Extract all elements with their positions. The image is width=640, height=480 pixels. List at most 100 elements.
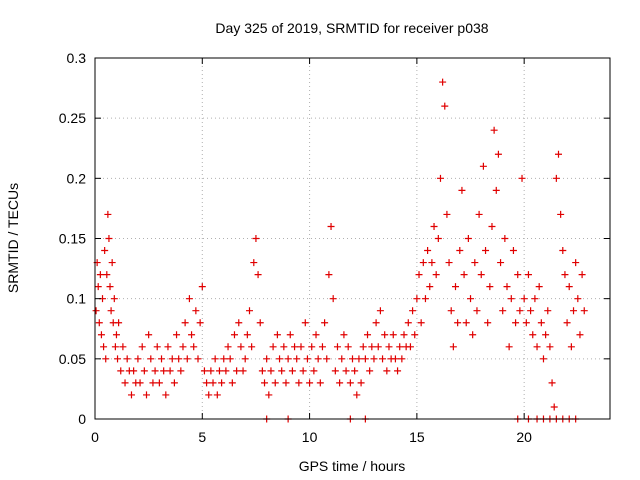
- data-point: [291, 343, 299, 351]
- data-point: [370, 355, 378, 363]
- data-point: [383, 367, 391, 375]
- data-point: [321, 319, 329, 327]
- data-point: [580, 307, 588, 315]
- data-point: [310, 367, 318, 375]
- data-point: [237, 343, 245, 351]
- data-point: [185, 295, 193, 303]
- data-point: [226, 355, 234, 363]
- data-point: [239, 367, 247, 375]
- data-point: [415, 271, 423, 279]
- data-point: [325, 271, 333, 279]
- data-point: [265, 391, 273, 399]
- data-point: [482, 247, 490, 255]
- data-point: [280, 343, 288, 351]
- data-point: [263, 355, 271, 363]
- data-point: [340, 331, 348, 339]
- axis-ticks: 0 0.05 0.1 0.15 0.2 0.25 0.3 0 5 10 15 20: [59, 50, 610, 445]
- data-point: [119, 343, 127, 351]
- data-point: [344, 343, 352, 351]
- data-point: [192, 307, 200, 315]
- data-point: [439, 78, 447, 86]
- data-point: [426, 283, 434, 291]
- data-point: [430, 222, 438, 230]
- data-point: [471, 259, 479, 267]
- x-tick-label: 15: [409, 429, 425, 445]
- data-point: [97, 331, 105, 339]
- data-point: [248, 343, 256, 351]
- data-point: [205, 391, 213, 399]
- data-point: [241, 355, 249, 363]
- data-point: [355, 355, 363, 363]
- data-point: [338, 355, 346, 363]
- data-point: [95, 319, 103, 327]
- data-point: [576, 331, 584, 339]
- data-point: [158, 355, 166, 363]
- data-point: [224, 343, 232, 351]
- data-point: [447, 307, 455, 315]
- data-point: [522, 319, 530, 327]
- data-point: [550, 403, 558, 411]
- data-point: [557, 210, 565, 218]
- data-points: [92, 78, 588, 423]
- data-point: [138, 343, 146, 351]
- data-point: [409, 307, 417, 315]
- data-point: [520, 295, 528, 303]
- data-point: [183, 355, 191, 363]
- data-point: [424, 247, 432, 255]
- data-point: [155, 379, 163, 387]
- data-point: [179, 343, 187, 351]
- data-point: [473, 307, 481, 315]
- data-point: [490, 126, 498, 134]
- data-point: [312, 331, 320, 339]
- y-axis-label: SRMTID / TECUs: [5, 183, 21, 293]
- data-point: [458, 186, 466, 194]
- data-point: [136, 379, 144, 387]
- data-point: [102, 355, 110, 363]
- data-point: [514, 271, 522, 279]
- x-axis-label: GPS time / hours: [299, 458, 406, 474]
- data-point: [190, 343, 198, 351]
- data-point: [103, 271, 111, 279]
- data-point: [469, 331, 477, 339]
- data-point: [130, 367, 138, 375]
- data-point: [501, 235, 509, 242]
- data-point: [479, 162, 487, 170]
- data-point: [559, 247, 567, 255]
- data-point: [389, 331, 397, 339]
- data-point: [441, 102, 449, 110]
- data-point: [503, 283, 511, 291]
- data-point: [531, 295, 539, 303]
- data-point: [449, 343, 457, 351]
- data-point: [398, 355, 406, 363]
- data-point: [499, 307, 507, 315]
- data-point: [379, 355, 387, 363]
- data-point: [230, 331, 238, 339]
- data-point: [486, 283, 494, 291]
- data-point: [200, 367, 208, 375]
- y-tick-label: 0.25: [59, 110, 86, 126]
- data-point: [220, 355, 228, 363]
- data-point: [233, 367, 241, 375]
- data-point: [261, 379, 269, 387]
- data-point: [546, 343, 554, 351]
- data-point: [432, 271, 440, 279]
- data-point: [170, 379, 178, 387]
- data-point: [143, 391, 150, 399]
- data-point: [563, 319, 571, 327]
- data-point: [351, 367, 359, 375]
- data-point: [544, 307, 552, 315]
- data-point: [314, 355, 322, 363]
- data-point: [288, 367, 296, 375]
- data-point: [96, 271, 104, 279]
- data-point: [318, 343, 326, 351]
- data-point: [331, 367, 339, 375]
- x-tick-label: 5: [198, 429, 206, 445]
- data-point: [524, 271, 532, 279]
- data-point: [368, 343, 376, 351]
- data-point: [497, 259, 505, 267]
- data-point: [349, 355, 356, 363]
- data-point: [436, 174, 444, 182]
- data-point: [213, 391, 221, 399]
- data-point: [105, 235, 113, 242]
- data-point: [509, 247, 517, 255]
